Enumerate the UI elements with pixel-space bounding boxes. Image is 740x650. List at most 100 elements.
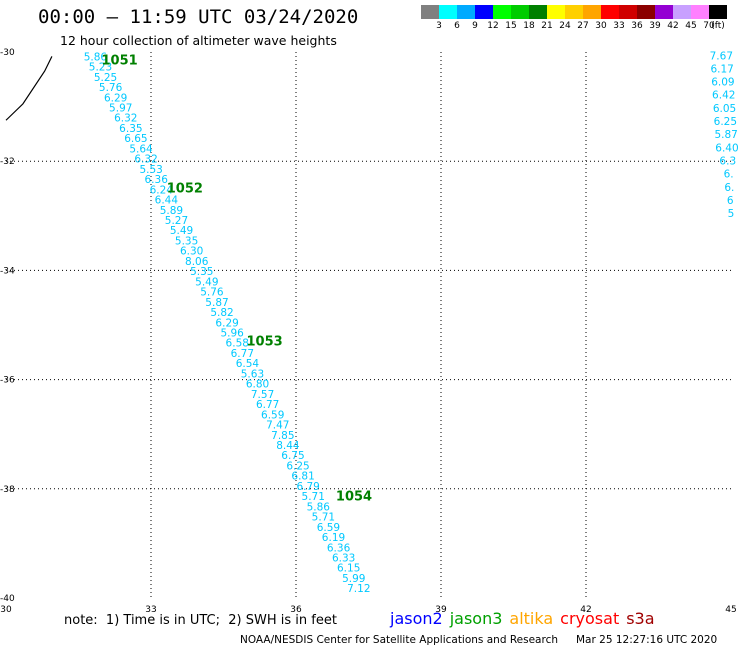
satellite-legend-altika: altika (509, 609, 554, 628)
wave-height-label: 5.86 (84, 51, 108, 63)
legend-label: 27 (577, 21, 589, 31)
pass-label: 1053 (246, 334, 282, 349)
wave-height-label: 7.47 (266, 420, 289, 432)
legend-swatch (493, 5, 511, 19)
chart-title: 00:00 – 11:59 UTC 03/24/2020 (38, 6, 359, 28)
wave-height-label: 7.67 (710, 50, 733, 62)
wave-height-label: 7.12 (347, 583, 370, 595)
wave-height-label: 6.29 (215, 317, 238, 329)
wave-height-label: 6.35 (119, 123, 142, 135)
y-tick-label: -32 (0, 157, 15, 167)
legend-swatch (475, 5, 493, 19)
y-tick-label: -34 (0, 266, 15, 276)
legend-label: 70 (703, 21, 715, 31)
wave-height-label: 5.27 (165, 215, 188, 227)
legend-label: 21 (541, 21, 553, 31)
legend-swatch (565, 5, 583, 19)
x-tick-label: 30 (0, 605, 12, 615)
wave-height-label: 6.77 (231, 348, 254, 360)
y-tick-label: -36 (0, 376, 15, 386)
wave-height-label: 6.15 (337, 563, 360, 575)
wave-height-label: 5.63 (241, 368, 264, 380)
wave-height-label: 5.87 (714, 129, 737, 141)
legend-label: 42 (667, 21, 679, 31)
legend-swatch (457, 5, 475, 19)
wave-height-label: 6.77 (256, 399, 279, 411)
wave-height-label: 5.71 (312, 512, 335, 524)
legend-label: 3 (436, 21, 442, 31)
legend-label: 12 (487, 21, 499, 31)
wave-height-label: 6. (724, 169, 734, 181)
footer: NOAA/NESDIS Center for Satellite Applica… (240, 634, 717, 646)
legend-swatch (637, 5, 655, 19)
wave-height-label: 6.75 (281, 450, 304, 462)
legend-label: 33 (613, 21, 625, 31)
wave-height-label: 6.19 (322, 532, 345, 544)
legend-label: 45 (685, 21, 697, 31)
wave-height-label: 6.59 (317, 522, 340, 534)
wave-height-label: 5.25 (94, 72, 117, 84)
wave-height-label: 6.24 (150, 184, 174, 196)
wave-height-label: 6.36 (327, 542, 351, 554)
wave-height-label: 6. (724, 182, 734, 194)
legend-label: 15 (505, 21, 517, 31)
legend-label: 30 (595, 21, 607, 31)
y-tick-label: -40 (0, 594, 15, 604)
legend-label: 6 (454, 21, 460, 31)
wave-height-label: 6.29 (104, 92, 127, 104)
color-scale-legend (421, 5, 727, 19)
wave-height-label: 6.40 (715, 142, 738, 154)
wave-height-label: 6.05 (713, 103, 736, 115)
wave-height-label: 8.06 (185, 256, 209, 268)
wave-height-label: 5.49 (195, 276, 218, 288)
wave-height-label: 7.57 (251, 389, 274, 401)
wave-height-label: 6.30 (180, 246, 203, 258)
legend-swatch (655, 5, 673, 19)
wave-height-label: 6.81 (291, 471, 314, 483)
wave-height-label: 6 (727, 195, 734, 207)
wave-height-label: 6.09 (711, 77, 734, 89)
x-tick-label: 45 (725, 605, 736, 615)
wave-height-label: 6.58 (226, 338, 249, 350)
wave-height-label: 5.49 (170, 225, 193, 237)
legend-swatch (439, 5, 457, 19)
wave-height-label: 5.64 (129, 143, 153, 155)
legend-swatch (691, 5, 709, 19)
wave-height-label: 6.32 (134, 154, 157, 166)
wave-height-label: 8.44 (276, 440, 300, 452)
wave-height-label: 5.99 (342, 573, 365, 585)
footer-timestamp: Mar 25 12:27:16 UTC 2020 (576, 634, 718, 646)
wave-height-label: 6.42 (712, 90, 735, 102)
wave-height-label: 6.79 (296, 481, 319, 493)
wave-height-label: 5.86 (307, 501, 331, 513)
y-tick-label: -30 (0, 48, 15, 58)
x-tick-label: 36 (290, 605, 302, 615)
wave-height-label: 6.36 (145, 174, 169, 186)
wave-height-label: 5.23 (89, 62, 112, 74)
wave-height-label: 6.65 (124, 133, 147, 145)
color-scale-labels: 3 6 9 12 15 18 21 24 27 30 33 36 39 42 45 70 (ft) (421, 21, 727, 33)
legend-swatch (709, 5, 727, 19)
wave-height-label: 6.25 (286, 460, 309, 472)
wave-height-label: 5.96 (220, 327, 244, 339)
satellite-legend-jason2: jason2 (390, 609, 443, 628)
legend-label: 24 (559, 21, 571, 31)
legend-swatch (601, 5, 619, 19)
x-tick-label: 33 (145, 605, 156, 615)
wave-height-label: 6.44 (155, 195, 179, 207)
legend-label: 36 (631, 21, 643, 31)
units-note: note: 1) Time is in UTC; 2) SWH is in fe… (64, 613, 337, 628)
wave-height-label: 6.3 (719, 155, 736, 167)
satellite-legend-cryosat: cryosat (560, 609, 620, 628)
wave-height-label: 6.54 (236, 358, 260, 370)
satellite-legend: jason2 jason3 altika cryosat s3a (390, 609, 662, 628)
wave-height-label: 7.85 (271, 430, 294, 442)
wave-height-label: 5.97 (109, 103, 132, 115)
legend-label: 9 (472, 21, 478, 31)
x-tick-label: 42 (580, 605, 591, 615)
legend-swatch (583, 5, 601, 19)
wave-height-label: 5.87 (205, 297, 228, 309)
x-tick-label: 39 (435, 605, 447, 615)
